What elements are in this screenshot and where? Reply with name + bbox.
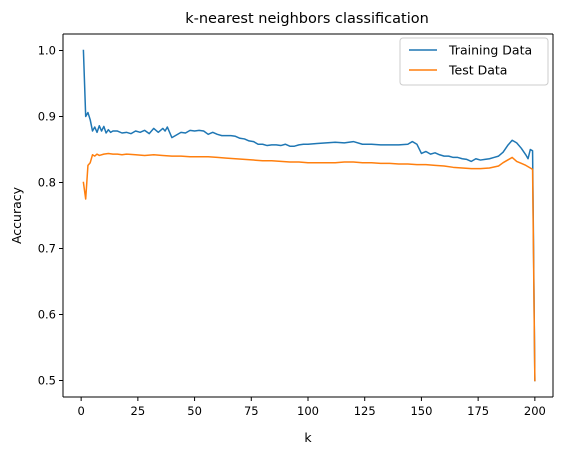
y-tick-label: 0.9 xyxy=(38,110,56,124)
x-tick-label: 150 xyxy=(410,404,432,418)
y-tick-label: 0.8 xyxy=(38,176,56,190)
y-tick-label: 0.6 xyxy=(38,308,56,322)
x-tick-label: 0 xyxy=(77,404,84,418)
legend: Training Data Test Data xyxy=(399,37,549,86)
x-tick-label: 75 xyxy=(244,404,259,418)
series-line-training-data xyxy=(82,49,536,382)
x-tick-label: 100 xyxy=(297,404,319,418)
x-tick-label: 25 xyxy=(131,404,146,418)
axes-frame xyxy=(62,33,554,398)
legend-label-training-data: Training Data xyxy=(448,43,532,58)
x-axis-ticks: 0 25 50 75 100 125 150 175 200 xyxy=(77,397,546,418)
y-axis-label: Accuracy xyxy=(9,186,24,244)
legend-label-test-data: Test Data xyxy=(448,63,507,78)
y-tick-label: 0.7 xyxy=(38,242,56,256)
y-tick-label: 1.0 xyxy=(38,44,56,58)
plot-area xyxy=(63,34,553,397)
x-tick-label: 175 xyxy=(467,404,489,418)
x-axis-label: k xyxy=(304,430,312,445)
y-tick-label: 0.5 xyxy=(38,374,56,388)
x-tick-label: 50 xyxy=(187,404,202,418)
x-tick-label: 125 xyxy=(354,404,376,418)
series-line-test-data xyxy=(82,152,536,382)
chart-title: k-nearest neighbors classification xyxy=(185,11,429,27)
series-layer xyxy=(82,49,536,382)
x-tick-label: 200 xyxy=(524,404,546,418)
y-axis-ticks: 0.5 0.6 0.7 0.8 0.9 1.0 xyxy=(38,44,63,388)
